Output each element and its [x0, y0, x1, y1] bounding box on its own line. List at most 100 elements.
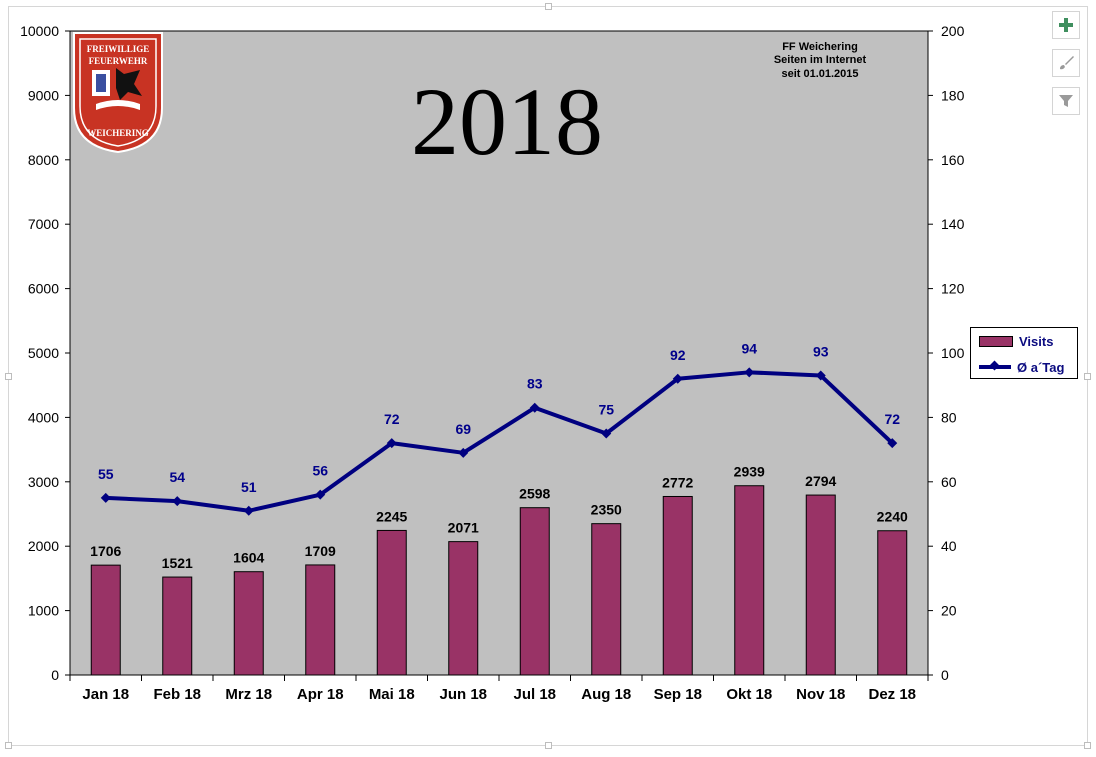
- x-tick-label: Okt 18: [726, 686, 772, 703]
- y-left-tick-label: 8000: [28, 152, 59, 168]
- bar-data-label: 2240: [877, 509, 908, 525]
- y-left-tick-label: 10000: [20, 23, 59, 39]
- line-point: [601, 428, 612, 439]
- bar: [805, 494, 836, 676]
- bar: [734, 485, 765, 676]
- paintbrush-icon: [1060, 56, 1074, 70]
- legend-item-avg: Ø a´Tag: [979, 359, 1064, 375]
- bar: [305, 564, 336, 676]
- subtitle-line-1: FF Weichering: [782, 41, 858, 53]
- y-axis-right: 0 20 40 60 80 100 120 140 160 180 200: [928, 23, 965, 683]
- visits-bars: [90, 485, 908, 676]
- bar-data-label: 2794: [805, 473, 836, 489]
- y-left-tick-label: 9000: [28, 87, 59, 103]
- bar-data-label: 2350: [591, 502, 622, 518]
- line-point: [315, 489, 326, 500]
- y-right-tick-label: 160: [941, 152, 965, 168]
- line-point: [529, 402, 540, 413]
- bar-data-label: 2939: [734, 464, 765, 480]
- line-point: [172, 496, 183, 507]
- line-data-label: 56: [312, 463, 328, 479]
- line-point: [458, 447, 469, 458]
- resize-handle-left[interactable]: [5, 373, 12, 380]
- logo-text-line1: FREIWILLIGE: [87, 44, 150, 54]
- chart-styles-button[interactable]: [1052, 49, 1080, 77]
- legend[interactable]: Visits Ø a´Tag: [970, 327, 1078, 379]
- y-left-tick-label: 1000: [28, 603, 59, 619]
- y-right-tick-label: 0: [941, 667, 949, 683]
- y-right-tick-label: 20: [941, 603, 957, 619]
- line-data-label: 69: [455, 421, 471, 437]
- y-left-tick-label: 7000: [28, 216, 59, 232]
- y-left-tick-label: 6000: [28, 281, 59, 297]
- y-right-tick-label: 60: [941, 474, 957, 490]
- y-left-tick-label: 5000: [28, 345, 59, 361]
- line-data-label: 83: [527, 376, 543, 392]
- bar-data-label: 1604: [233, 550, 264, 566]
- chart-frame[interactable]: [5, 3, 1091, 749]
- legend-label-visits: Visits: [1019, 333, 1054, 349]
- x-tick-label: Mrz 18: [225, 686, 272, 703]
- y-right-tick-label: 200: [941, 23, 965, 39]
- y-right-tick-label: 100: [941, 345, 965, 361]
- x-tick-label: Apr 18: [297, 686, 344, 703]
- bar-data-label: 1706: [90, 543, 121, 559]
- resize-handle-right[interactable]: [1084, 373, 1091, 380]
- line-point: [672, 373, 683, 384]
- chart-title: 2018: [411, 68, 603, 175]
- legend-item-visits: Visits: [979, 333, 1053, 349]
- bar-data-label: 2071: [448, 520, 479, 536]
- y-left-tick-label: 2000: [28, 538, 59, 554]
- legend-swatch-bar: [979, 335, 1013, 347]
- bar: [448, 541, 479, 676]
- bar: [90, 564, 121, 676]
- plus-icon: [1059, 18, 1073, 32]
- bar: [662, 495, 693, 676]
- x-tick-label: Jun 18: [439, 686, 487, 703]
- line-point: [100, 492, 111, 503]
- line-data-label: 55: [98, 466, 114, 482]
- resize-handle-bottom-left[interactable]: [5, 742, 12, 749]
- y-right-tick-label: 140: [941, 216, 965, 232]
- resize-handle-bottom-right[interactable]: [1084, 742, 1091, 749]
- plot-area: [69, 30, 929, 676]
- y-right-tick-label: 40: [941, 538, 957, 554]
- bar-data-label: 2245: [376, 508, 407, 524]
- funnel-icon: [1059, 95, 1073, 107]
- bar: [233, 571, 264, 676]
- line-point: [386, 438, 397, 449]
- x-tick-label: Jul 18: [513, 686, 556, 703]
- y-right-tick-label: 80: [941, 409, 957, 425]
- add-chart-element-button[interactable]: [1052, 11, 1080, 39]
- resize-handle-bottom[interactable]: [545, 742, 552, 749]
- x-tick-label: Mai 18: [369, 686, 415, 703]
- bar: [162, 576, 193, 676]
- bar-data-label: 2598: [519, 486, 550, 502]
- y-left-tick-label: 0: [51, 667, 59, 683]
- bar: [877, 530, 908, 676]
- bar: [376, 529, 407, 676]
- resize-handle-top[interactable]: [545, 3, 552, 10]
- x-tick-label: Sep 18: [654, 686, 702, 703]
- x-tick-label: Aug 18: [581, 686, 631, 703]
- line-data-label: 72: [884, 411, 900, 427]
- x-tick-label: Nov 18: [796, 686, 845, 703]
- bar-data-label: 1709: [305, 543, 336, 559]
- fire-brigade-logo: FREIWILLIGE FEUERWEHR WEICHERING: [73, 32, 163, 154]
- legend-swatch-line: [979, 365, 1011, 369]
- bar: [519, 507, 550, 676]
- y-right-tick-label: 180: [941, 87, 965, 103]
- line-data-label: 72: [384, 411, 400, 427]
- y-right-tick-label: 120: [941, 281, 965, 297]
- line-data-label: 75: [598, 402, 614, 418]
- line-point: [887, 438, 898, 449]
- chart-filter-button[interactable]: [1052, 87, 1080, 115]
- line-data-label: 94: [741, 340, 757, 356]
- avg-per-day-labels: 55 54 51 56 72 69 83 75 92 94 93 72: [98, 340, 900, 494]
- line-data-label: 51: [241, 479, 257, 495]
- bar-data-label: 1521: [162, 555, 193, 571]
- logo-text-line2: FEUERWEHR: [89, 56, 148, 66]
- subtitle-line-2: Seiten im Internet: [774, 54, 867, 66]
- x-tick-label: Feb 18: [153, 686, 201, 703]
